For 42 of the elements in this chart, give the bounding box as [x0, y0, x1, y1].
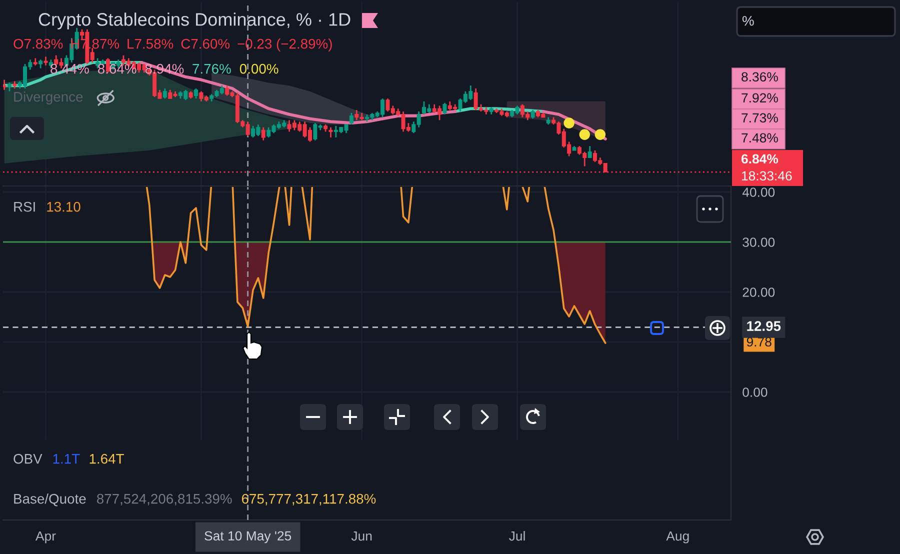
text: 7.73%	[742, 113, 778, 123]
x-tick-label: Jul	[509, 531, 525, 541]
y-tick-label: 40.00	[742, 188, 775, 197]
annotation: Divergence	[14, 92, 83, 104]
y-tick-label: 20.00	[742, 288, 775, 297]
ref-line-label: Sat 10 May '25	[204, 531, 292, 544]
annotation: C7.60%	[181, 38, 230, 49]
annotation: O7.83%	[14, 38, 63, 49]
text: RSI	[14, 202, 35, 212]
ref-line-label: 12.95	[747, 321, 781, 331]
annotation: 7.76%	[192, 64, 231, 74]
text: Base/Quote	[14, 494, 86, 506]
text: 8.36%	[742, 72, 778, 82]
candlestick	[3, 79, 6, 91]
annotation: 675,777,317,117.88%	[242, 494, 376, 506]
annotation: L7.58%	[128, 38, 174, 49]
annotation: 1.64T	[90, 454, 124, 464]
y-tick-label: 0.00	[742, 388, 768, 397]
text: %	[742, 16, 754, 26]
annotation: 877,524,206,815.39%	[96, 494, 232, 506]
y-tick-label: 30.00	[742, 238, 775, 247]
x-tick-label: Aug	[666, 531, 689, 544]
annotation: 13.10	[47, 202, 80, 212]
candlestick	[588, 145, 592, 158]
candlestick	[328, 126, 333, 138]
candlestick	[162, 88, 167, 100]
chart-title: Crypto Stablecoins Dominance, % · 1D	[38, 12, 350, 30]
x-tick-label: Jun	[351, 531, 372, 541]
candlestick	[194, 88, 198, 100]
text: 7.48%	[742, 133, 778, 143]
candlestick	[261, 126, 266, 142]
x-tick-label: Apr	[36, 531, 56, 544]
candlestick	[442, 102, 447, 116]
candlestick	[349, 112, 354, 126]
text: 7.92%	[742, 93, 778, 103]
text: OBV	[14, 454, 42, 464]
annotation: −0.23 (−2.89%)	[238, 38, 332, 52]
annotation: 0.00%	[240, 64, 278, 74]
text: 6.84%	[741, 154, 778, 164]
text: 9.78	[746, 337, 772, 347]
text: 18:33:46	[742, 171, 792, 181]
annotation: 1.1T	[53, 454, 80, 464]
